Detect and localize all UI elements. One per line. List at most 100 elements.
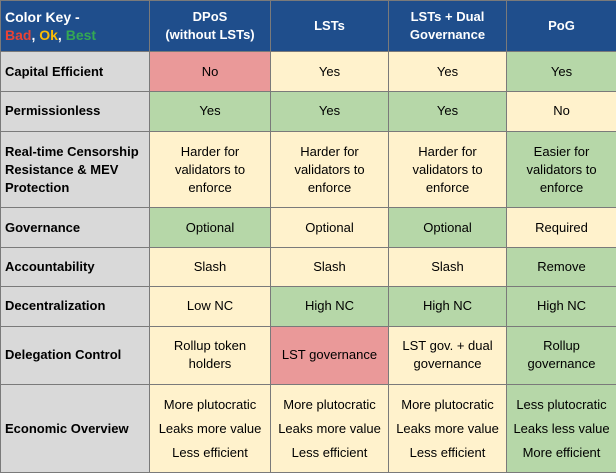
column-header-dpos-line: (without LSTs) (165, 27, 255, 43)
cell-accountability-dpos: Slash (149, 247, 271, 288)
cell-decentralization-dual: High NC (388, 286, 507, 327)
cell-line: Rollup (543, 338, 580, 354)
cell-line: validators to (526, 161, 597, 177)
legend-ok: Ok (39, 27, 58, 44)
cell-economic-lsts: More plutocratic Leaks more value Less e… (270, 384, 389, 473)
row-label-permissionless: Permissionless (0, 90, 150, 132)
cell-governance-dpos: Optional (149, 207, 271, 249)
cell-delegation-lsts: LST governance (270, 325, 389, 386)
cell-delegation-pog: Rollup governance (506, 325, 616, 386)
cell-censorship-lsts: Harder for validators to enforce (270, 130, 389, 209)
row-label-accountability: Accountability (0, 247, 150, 288)
cell-accountability-dual: Slash (388, 247, 507, 288)
cell-governance-lsts: Optional (270, 207, 389, 249)
cell-censorship-pog: Easier for validators to enforce (506, 130, 616, 209)
cell-line: More plutocratic (401, 396, 494, 412)
row-label-line: Protection (5, 179, 70, 195)
cell-line: Leaks less value (513, 420, 610, 436)
table-row: Capital Efficient No Yes Yes Yes (0, 51, 616, 92)
table-row: Economic Overview More plutocratic Leaks… (0, 384, 616, 473)
cell-line: Leaks more value (278, 420, 381, 436)
cell-line: validators to (174, 161, 246, 177)
cell-economic-pog: Less plutocratic Leaks less value More e… (506, 384, 616, 473)
cell-line: enforce (425, 179, 470, 195)
row-label-decentralization: Decentralization (0, 286, 150, 327)
column-header-lsts-dual-line: Governance (409, 27, 486, 43)
cell-line: holders (188, 356, 232, 372)
row-label-line: Resistance & MEV (5, 161, 119, 177)
cell-line: governance (527, 356, 596, 372)
cell-accountability-lsts: Slash (270, 247, 389, 288)
cell-permissionless-dual: Yes (388, 90, 507, 132)
column-header-dpos-line: DPoS (192, 9, 228, 25)
column-header-lsts-dual-line: LSTs + Dual (410, 9, 485, 25)
cell-censorship-dpos: Harder for validators to enforce (149, 130, 271, 209)
table-row: Permissionless Yes Yes Yes No (0, 90, 616, 132)
cell-line: governance (413, 356, 482, 372)
cell-line: validators to (294, 161, 365, 177)
cell-economic-dual: More plutocratic Leaks more value Less e… (388, 384, 507, 473)
column-header-lsts-dual: LSTs + Dual Governance (388, 0, 507, 53)
cell-capital-dpos: No (149, 51, 271, 92)
row-label-censorship-resistance: Real-time Censorship Resistance & MEV Pr… (0, 130, 150, 209)
table-row: Real-time Censorship Resistance & MEV Pr… (0, 130, 616, 209)
table-row: Governance Optional Optional Optional Re… (0, 207, 616, 249)
legend-separator: , (57, 27, 66, 44)
cell-line: Harder for (180, 143, 240, 159)
cell-capital-lsts: Yes (270, 51, 389, 92)
color-key-title: Color Key - (5, 9, 80, 26)
cell-delegation-dual: LST gov. + dual governance (388, 325, 507, 386)
cell-line: LST governance (281, 347, 378, 363)
cell-governance-dual: Optional (388, 207, 507, 249)
row-label-governance: Governance (0, 207, 150, 249)
cell-line: enforce (539, 179, 584, 195)
legend-bad: Bad (5, 27, 32, 44)
header-row: Color Key - Bad, Ok, Best DPoS (without … (0, 0, 616, 53)
cell-line: LST gov. + dual (402, 338, 493, 354)
cell-accountability-pog: Remove (506, 247, 616, 288)
cell-line: More efficient (522, 444, 601, 460)
column-header-dpos: DPoS (without LSTs) (149, 0, 271, 53)
cell-decentralization-dpos: Low NC (149, 286, 271, 327)
row-label-capital-efficient: Capital Efficient (0, 51, 150, 92)
legend-best: Best (65, 27, 97, 44)
cell-decentralization-lsts: High NC (270, 286, 389, 327)
row-label-delegation-control: Delegation Control (0, 325, 150, 386)
cell-line: enforce (188, 179, 232, 195)
cell-line: Leaks more value (158, 420, 262, 436)
cell-line: Easier for (533, 143, 590, 159)
table-row: Accountability Slash Slash Slash Remove (0, 247, 616, 288)
cell-permissionless-dpos: Yes (149, 90, 271, 132)
table-row: Decentralization Low NC High NC High NC … (0, 286, 616, 327)
cell-line: Less efficient (172, 444, 248, 460)
cell-governance-pog: Required (506, 207, 616, 249)
cell-line: validators to (412, 161, 483, 177)
cell-line: Leaks more value (396, 420, 499, 436)
cell-line: Rollup token (173, 338, 247, 354)
cell-line: Less plutocratic (516, 396, 607, 412)
cell-censorship-dual: Harder for validators to enforce (388, 130, 507, 209)
cell-delegation-dpos: Rollup token holders (149, 325, 271, 386)
table-row: Delegation Control Rollup token holders … (0, 325, 616, 386)
cell-economic-dpos: More plutocratic Leaks more value Less e… (149, 384, 271, 473)
column-header-pog: PoG (506, 0, 616, 53)
row-label-economic-overview: Economic Overview (0, 384, 150, 473)
cell-permissionless-pog: No (506, 90, 616, 132)
cell-decentralization-pog: High NC (506, 286, 616, 327)
color-key-cell: Color Key - Bad, Ok, Best (0, 0, 150, 53)
cell-permissionless-lsts: Yes (270, 90, 389, 132)
cell-line: More plutocratic (163, 396, 257, 412)
cell-line: Harder for (418, 143, 477, 159)
cell-capital-dual: Yes (388, 51, 507, 92)
cell-line: enforce (307, 179, 352, 195)
color-key-legend: Bad, Ok, Best (5, 26, 145, 44)
cell-capital-pog: Yes (506, 51, 616, 92)
row-label-line: Real-time Censorship (5, 143, 139, 159)
column-header-lsts: LSTs (270, 0, 389, 53)
cell-line: More plutocratic (283, 396, 376, 412)
cell-line: Harder for (300, 143, 359, 159)
cell-line: Less efficient (409, 444, 486, 460)
legend-separator: , (31, 27, 40, 44)
cell-line: Less efficient (291, 444, 368, 460)
